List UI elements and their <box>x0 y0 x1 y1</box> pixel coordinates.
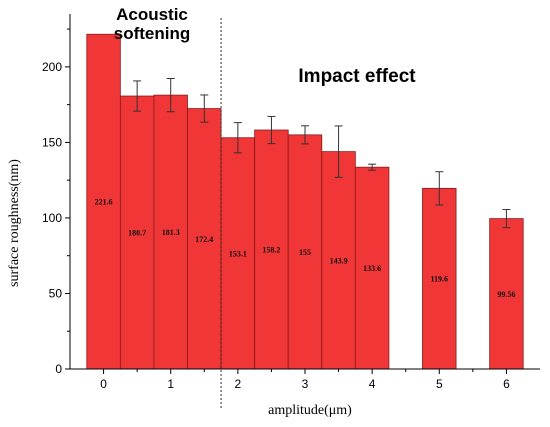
x-axis-title: amplitude(μm) <box>268 403 352 418</box>
error-bar-8 <box>368 163 377 171</box>
region-label-acoustic-line2: softening <box>114 24 191 43</box>
y-tick-label-0: 0 <box>55 362 62 376</box>
error-bar-7 <box>334 125 343 178</box>
data-label-3: 172.4 <box>195 235 213 244</box>
bar-4 <box>220 137 256 370</box>
error-bar-6 <box>301 125 309 145</box>
data-label-6: 155 <box>299 248 311 257</box>
y-tick-label-2: 100 <box>42 211 62 225</box>
y-tick-label-4: 200 <box>42 60 62 74</box>
data-label-7: 143.9 <box>330 256 348 265</box>
bars-layer <box>86 33 524 370</box>
data-label-4: 153.1 <box>229 249 247 258</box>
x-tick-label-6: 6 <box>503 377 510 391</box>
bar-7 <box>321 151 356 370</box>
error-bar-10 <box>502 209 511 229</box>
bar-9 <box>422 187 457 370</box>
bar-1 <box>119 95 155 370</box>
error-bar-4 <box>233 122 242 154</box>
error-bar-1 <box>133 80 142 112</box>
axes-layer: 0 50 100 150 200 0 1 2 3 4 5 6 <box>42 14 540 391</box>
error-bars-layer <box>133 78 511 229</box>
x-tick-label-2: 2 <box>235 377 242 391</box>
x-tick-label-4: 4 <box>369 377 376 391</box>
data-label-9: 119.6 <box>431 275 449 284</box>
bar-5 <box>254 129 289 370</box>
data-label-1: 180.7 <box>128 229 146 238</box>
data-label-5: 158.2 <box>262 246 280 255</box>
x-tick-label-3: 3 <box>302 377 309 391</box>
data-labels-layer: 221.6 180.7 181.3 172.4 153.1 158.2 155 143.9 13… <box>95 198 516 299</box>
error-bar-5 <box>267 115 276 145</box>
y-axis-title: surface roughness(nm) <box>7 159 22 287</box>
x-tick-label-1: 1 <box>167 377 174 391</box>
data-label-2: 181.3 <box>162 228 180 237</box>
y-tick-label-1: 50 <box>49 286 63 300</box>
y-tick-label-3: 150 <box>42 135 62 149</box>
x-tick-label-5: 5 <box>436 377 443 391</box>
region-label-impact: Impact effect <box>298 66 416 87</box>
error-bar-9 <box>435 171 444 206</box>
error-bar-2 <box>166 78 175 113</box>
x-tick-label-0: 0 <box>100 377 107 391</box>
data-label-0: 221.6 <box>95 198 113 207</box>
error-bar-3 <box>200 94 209 123</box>
bar-0 <box>86 33 121 370</box>
region-label-acoustic-line1: Acoustic <box>116 5 188 24</box>
bar-3 <box>187 108 222 370</box>
bar-10 <box>489 218 524 370</box>
data-label-8: 133.6 <box>363 264 381 273</box>
data-label-10: 99.56 <box>497 290 515 299</box>
